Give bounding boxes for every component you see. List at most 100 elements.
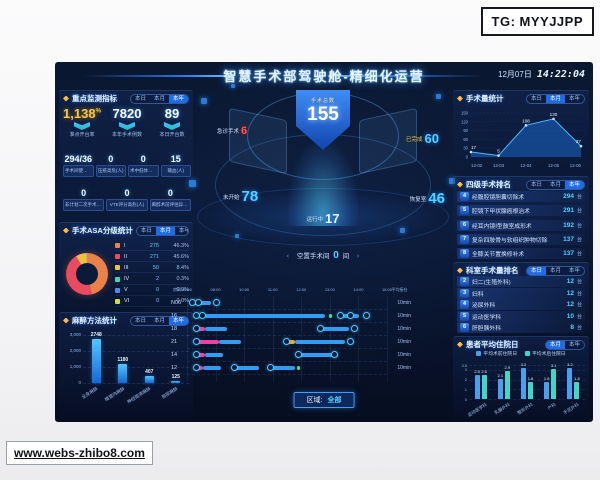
panel-title: 科室手术量排名 xyxy=(466,266,519,275)
bar-运动医学科-平均术后住院日[interactable] xyxy=(481,374,487,399)
tab-本年[interactable]: 本年 xyxy=(178,227,189,234)
bar-神经阻滞麻醉[interactable] xyxy=(144,376,154,383)
schedule-marker[interactable] xyxy=(193,351,200,358)
tab-本日[interactable]: 本日 xyxy=(140,227,152,234)
key-stats-secondary: 294/36 手术间使用(间) 0 压疮高危(人) 0 术中低体温(人) 15 输血(人) xyxy=(63,153,191,177)
schedule-segment[interactable] xyxy=(287,340,295,344)
schedule-segment[interactable] xyxy=(235,366,259,370)
schedule-marker[interactable] xyxy=(351,325,358,332)
tab-本月[interactable]: 本月 xyxy=(549,267,561,274)
schedule-segment[interactable] xyxy=(329,314,332,318)
schedule-marker[interactable] xyxy=(193,325,200,332)
schedule-marker[interactable] xyxy=(295,351,302,358)
bar-乳腺外科-平均术前住院日[interactable] xyxy=(497,378,503,399)
schedule-segment[interactable] xyxy=(195,353,205,357)
schedule-segment[interactable] xyxy=(203,366,221,370)
decor-cube xyxy=(231,84,235,88)
schedule-segment[interactable] xyxy=(219,340,241,344)
list-item-全膝关节置换修补术[interactable]: 8 全膝关节置换修补术 137 台 xyxy=(457,248,585,259)
bar-全身麻醉[interactable] xyxy=(91,339,101,383)
tab-本月[interactable]: 本月 xyxy=(545,340,565,349)
bar-椎管内麻醉[interactable] xyxy=(118,364,128,383)
schedule-segment[interactable] xyxy=(295,340,345,344)
bar-整形外科-平均术前住院日[interactable] xyxy=(521,367,526,399)
tab-本年[interactable]: 本年 xyxy=(168,94,188,103)
tab-本月[interactable]: 本月 xyxy=(545,94,565,103)
tab-本年[interactable]: 本年 xyxy=(564,180,584,189)
chevron-right-icon[interactable]: › xyxy=(356,253,360,260)
tab-本年[interactable]: 本年 xyxy=(168,316,188,325)
schedule-marker[interactable] xyxy=(213,299,220,306)
list-item-运动医学科[interactable]: 5 运动医学科 10 台 xyxy=(457,310,585,322)
schedule-segment[interactable] xyxy=(205,353,223,357)
schedule-marker[interactable] xyxy=(283,338,290,345)
schedule-segment[interactable] xyxy=(297,366,300,370)
region-selector[interactable]: 区域: 全部 xyxy=(293,392,355,408)
schedule-marker[interactable] xyxy=(199,312,206,319)
schedule-segment[interactable] xyxy=(205,314,325,318)
tab-本日[interactable]: 本日 xyxy=(530,95,542,102)
schedule-marker[interactable] xyxy=(317,325,324,332)
tab-本年[interactable]: 本年 xyxy=(568,341,580,348)
bar-手足外科-平均术前住院日[interactable] xyxy=(567,367,573,399)
panel-surgery-volume: 手术量统计 本日 本月 本年 0 30 60 90 120 150 17 12-02 5 12-03 1… xyxy=(453,90,589,175)
schedule-marker[interactable] xyxy=(195,299,202,306)
list-item-妇科[interactable]: 3 妇科 12 台 xyxy=(457,287,585,299)
schedule-marker[interactable] xyxy=(193,338,200,345)
panel-icon xyxy=(457,341,463,348)
tab-本日[interactable]: 本日 xyxy=(530,181,542,188)
list-item-经腹腔镜胆囊切除术[interactable]: 4 经腹腔镜胆囊切除术 294 台 xyxy=(457,191,585,202)
time-tick: 13:00 xyxy=(324,287,335,292)
panel-title: 患者平均住院日 xyxy=(466,340,519,349)
tab-本日[interactable]: 本日 xyxy=(526,266,546,275)
chevron-left-icon[interactable]: ‹ xyxy=(286,253,290,260)
schedule-segment[interactable] xyxy=(195,340,219,344)
tab-本月[interactable]: 本月 xyxy=(153,95,165,102)
schedule-marker[interactable] xyxy=(267,364,274,371)
list-item-泌尿外科[interactable]: 4 泌尿外科 12 台 xyxy=(457,299,585,310)
tab-本月[interactable]: 本月 xyxy=(153,317,165,324)
tab-本年[interactable]: 本年 xyxy=(568,95,580,102)
list-item-妇二(生殖外科)[interactable]: 2 妇二(生殖外科) 12 台 xyxy=(457,276,585,287)
legend-平均术前住院日[interactable]: 平均术前住院日 xyxy=(476,350,517,357)
schedule-marker[interactable] xyxy=(337,312,344,319)
schedule-segment[interactable] xyxy=(299,353,333,357)
legend-平均术后住院日[interactable]: 平均术后住院日 xyxy=(525,350,566,357)
tab-本月[interactable]: 本月 xyxy=(155,226,175,235)
schedule-marker[interactable] xyxy=(363,312,370,319)
bar-产科-平均术前住院日[interactable] xyxy=(544,381,550,399)
time-tick: 14:00 xyxy=(353,287,364,292)
svg-text:150: 150 xyxy=(461,111,469,116)
schedule-segment[interactable] xyxy=(271,366,295,370)
panel-dept-ranking: 科室手术量排名 本日 本月 本年 2 妇二(生殖外科) 12 台 3 妇科 12 台 4 泌尿外科 12… xyxy=(453,262,589,335)
schedule-segment[interactable] xyxy=(205,327,227,331)
tab-本日[interactable]: 本日 xyxy=(134,95,146,102)
list-item-经耳内镜Ⅰ型鼓室成形术[interactable]: 6 经耳内镜Ⅰ型鼓室成形术 192 台 xyxy=(457,219,585,231)
legend-swatch xyxy=(115,265,120,271)
bar-乳腺外科-平均术后住院日[interactable] xyxy=(504,370,510,399)
bar-产科-平均术后住院日[interactable] xyxy=(551,368,557,399)
bar-局部麻醉[interactable] xyxy=(171,381,181,383)
schedule-marker[interactable] xyxy=(231,364,238,371)
kpi-术中低体温(人): 0 术中低体温(人) xyxy=(128,153,159,177)
tab-本月[interactable]: 本月 xyxy=(549,181,561,188)
list-item-肝胆胰外科[interactable]: 6 肝胆胰外科 8 台 xyxy=(457,322,585,333)
asa-row-II: II 271 45.6% xyxy=(115,252,189,263)
tab-本年[interactable]: 本年 xyxy=(568,267,580,274)
asa-row-VI: VI 0 0.0% xyxy=(115,297,189,307)
bar-手足外科-平均术后住院日[interactable] xyxy=(574,381,580,399)
list-item-复杂四肢骨与软组织肿物切除[interactable]: 7 复杂四肢骨与软组织肿物切除 137 台 xyxy=(457,233,585,245)
schedule-marker[interactable] xyxy=(193,364,200,371)
schedule-segment[interactable] xyxy=(321,327,349,331)
panel-icon xyxy=(457,95,463,102)
list-item-腔镜下甲状腺癌根治术[interactable]: 5 腔镜下甲状腺癌根治术 291 台 xyxy=(457,205,585,217)
bar-运动医学科-平均术前住院日[interactable] xyxy=(474,374,480,399)
schedule-segment[interactable] xyxy=(195,327,205,331)
schedule-marker[interactable] xyxy=(347,312,354,319)
kpi-本日开台数: 89 本日开台数 xyxy=(159,106,185,138)
svg-text:120: 120 xyxy=(461,119,469,124)
bar-整形外科-平均术后住院日[interactable] xyxy=(528,381,533,399)
schedule-marker[interactable] xyxy=(347,338,354,345)
tab-本日[interactable]: 本日 xyxy=(134,317,146,324)
schedule-marker[interactable] xyxy=(331,351,338,358)
